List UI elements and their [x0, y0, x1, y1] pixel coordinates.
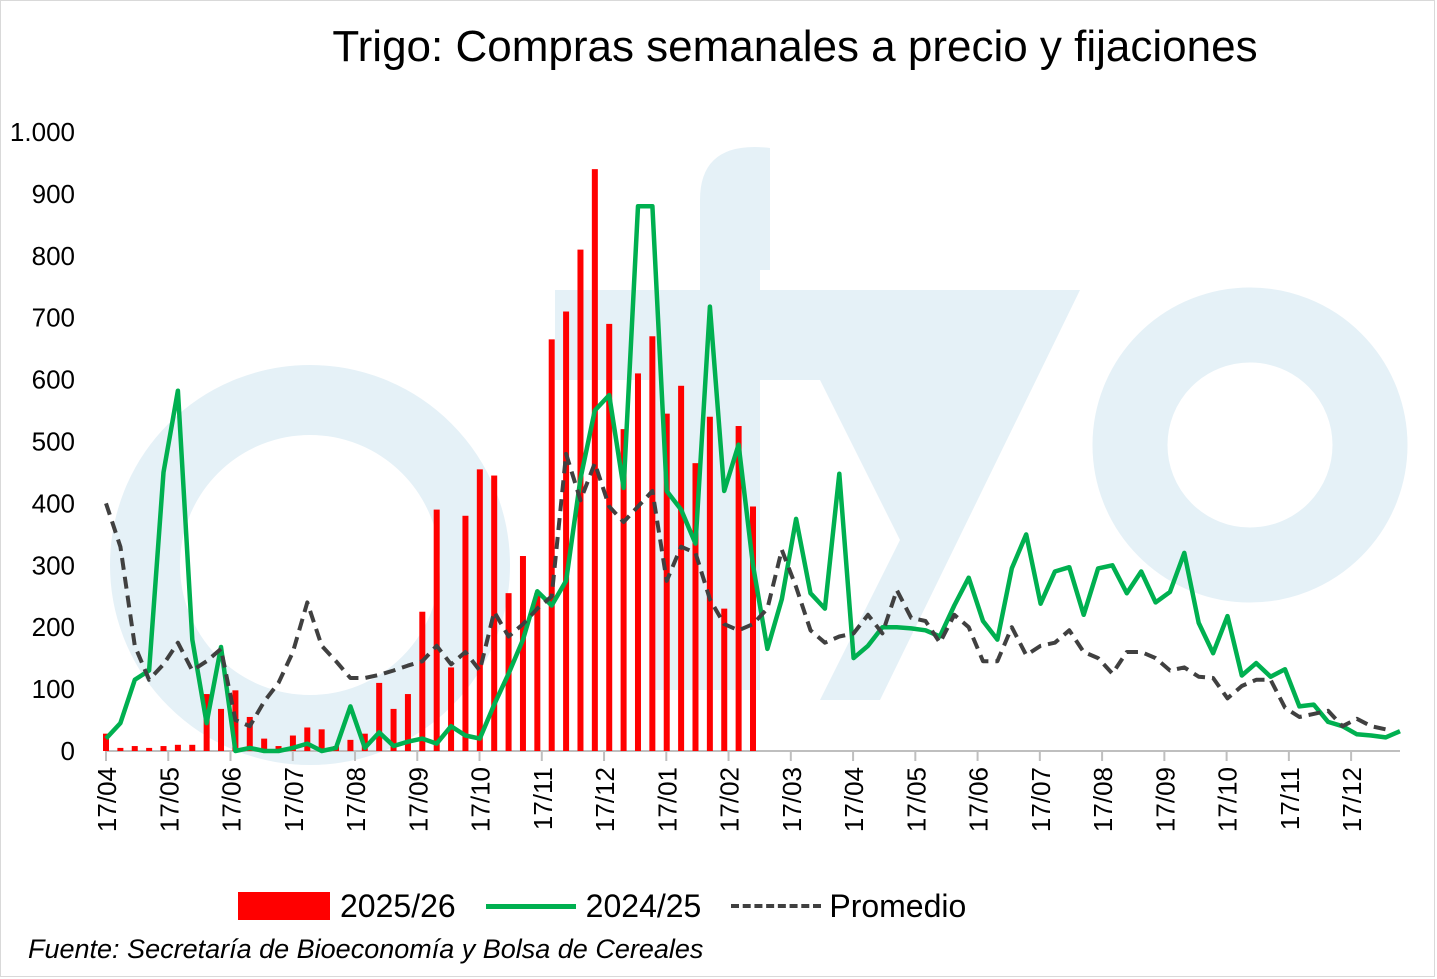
bar-2025-26	[390, 708, 397, 751]
bar-2025-26	[347, 739, 354, 751]
bar-2025-26	[706, 416, 713, 751]
bar-2025-26	[634, 373, 641, 751]
bar-2025-26	[218, 708, 225, 751]
x-tick-label: 17/02	[715, 767, 745, 832]
axes: 0 100 200 300 400 500 600 700 800 900 1.000 17/04 17…	[10, 117, 1400, 832]
bar-2025-26	[462, 515, 469, 751]
x-tick-label: 17/10	[1213, 767, 1243, 832]
bar-2025-26	[275, 746, 282, 751]
legend-item-promedio: Promedio	[731, 888, 966, 925]
legend-label-promedio: Promedio	[829, 887, 967, 924]
bar-2025-26	[404, 694, 411, 751]
bar-2025-26	[548, 339, 555, 751]
bar-2025-26	[606, 323, 613, 751]
x-tick-label: 17/10	[466, 767, 496, 832]
x-tick-label: 17/06	[217, 767, 247, 832]
bar-2025-26	[433, 509, 440, 751]
x-tick-label: 17/07	[1026, 767, 1056, 832]
y-tick-label: 100	[32, 674, 75, 704]
bar-2025-26	[103, 733, 109, 751]
y-tick-label: 700	[32, 303, 75, 333]
legend-swatch-bar	[238, 892, 330, 920]
y-tick-label: 0	[61, 736, 75, 766]
x-tick-label: 17/01	[652, 767, 682, 832]
bar-2025-26	[692, 463, 699, 751]
x-tick-label: 17/06	[964, 767, 994, 832]
bar-2025-26	[289, 735, 296, 751]
y-tick-label: 1.000	[10, 117, 75, 147]
x-tick-label: 17/04	[839, 767, 869, 832]
x-tick-label: 17/04	[92, 767, 122, 832]
x-tick-label: 17/05	[154, 767, 184, 832]
bar-2025-26	[419, 611, 426, 751]
y-tick-label: 900	[32, 179, 75, 209]
x-tick-label: 17/03	[777, 767, 807, 832]
legend-label-2024-25: 2024/25	[585, 887, 702, 924]
x-tick-label: 17/11	[1275, 767, 1305, 830]
bar-2025-26	[563, 311, 570, 751]
watermark-logo	[110, 147, 1408, 765]
bar-2025-26	[750, 506, 756, 751]
bar-2025-26	[117, 747, 124, 751]
y-tick-label: 200	[32, 612, 75, 642]
bar-2025-26	[189, 744, 196, 751]
bar-2025-26	[591, 169, 598, 751]
x-tick-label: 17/08	[341, 767, 371, 832]
bar-2025-26	[174, 744, 181, 751]
bar-2025-26	[534, 593, 541, 751]
bar-2025-26	[678, 385, 685, 751]
bar-2025-26	[146, 747, 153, 751]
bar-2025-26	[519, 556, 526, 751]
bar-2025-26	[160, 746, 167, 751]
legend-item-2024-25: 2024/25	[485, 887, 702, 925]
source-note: Fuente: Secretaría de Bioeconomía y Bols…	[28, 934, 704, 964]
x-tick-label: 17/12	[1337, 767, 1367, 832]
legend-label-2025-26: 2025/26	[340, 887, 456, 924]
bar-2025-26	[735, 426, 742, 751]
x-tick-label: 17/11	[528, 767, 558, 830]
x-tick-label: 17/12	[590, 767, 620, 832]
y-tick-label: 500	[32, 427, 75, 457]
y-tick-label: 400	[32, 488, 75, 518]
legend-swatch-line	[485, 903, 576, 909]
x-tick-label: 17/07	[279, 767, 309, 832]
chart-title: Trigo: Compras semanales a precio y fija…	[332, 22, 1258, 71]
x-tick-label: 17/08	[1088, 767, 1118, 832]
bar-2025-26	[476, 469, 483, 751]
bar-2025-26	[721, 608, 728, 751]
y-tick-label: 300	[32, 550, 75, 580]
bar-2025-26	[376, 682, 383, 751]
bar-2025-26	[318, 729, 325, 751]
legend-item-2025-26: 2025/26	[238, 888, 456, 925]
legend: 2025/26 2024/25 Promedio	[238, 884, 996, 928]
bar-2025-26	[304, 727, 311, 751]
bar-2025-26	[649, 336, 656, 751]
bar-2025-26	[448, 667, 455, 751]
bar-2025-26	[246, 716, 253, 751]
bar-2025-26	[261, 738, 268, 751]
bar-2025-26	[131, 746, 138, 751]
x-tick-label: 17/09	[403, 767, 433, 832]
y-tick-label: 800	[32, 241, 75, 271]
lines	[104, 204, 1401, 754]
line-2024-25	[104, 204, 1401, 754]
legend-swatch-dash	[731, 904, 822, 908]
x-tick-label: 17/05	[901, 767, 931, 832]
x-tick-label: 17/09	[1150, 767, 1180, 832]
line-promedio	[104, 451, 1387, 732]
y-tick-label: 600	[32, 365, 75, 395]
bar-2025-26	[491, 475, 498, 751]
bar-2025-26	[620, 429, 627, 751]
